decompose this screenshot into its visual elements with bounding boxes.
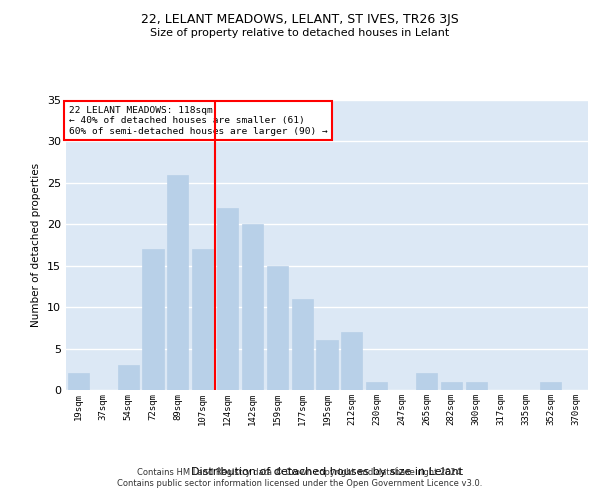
Bar	[416, 374, 437, 390]
Bar	[292, 299, 313, 390]
Bar	[68, 374, 89, 390]
Bar	[118, 365, 139, 390]
X-axis label: Distribution of detached houses by size in Lelant: Distribution of detached houses by size …	[191, 466, 463, 476]
Bar	[217, 208, 238, 390]
Y-axis label: Number of detached properties: Number of detached properties	[31, 163, 41, 327]
Bar	[242, 224, 263, 390]
Bar	[316, 340, 338, 390]
Bar	[142, 249, 164, 390]
Bar	[366, 382, 387, 390]
Bar	[167, 174, 188, 390]
Text: 22, LELANT MEADOWS, LELANT, ST IVES, TR26 3JS: 22, LELANT MEADOWS, LELANT, ST IVES, TR2…	[141, 12, 459, 26]
Bar	[540, 382, 561, 390]
Bar	[441, 382, 462, 390]
Text: Size of property relative to detached houses in Lelant: Size of property relative to detached ho…	[151, 28, 449, 38]
Bar	[192, 249, 213, 390]
Bar	[267, 266, 288, 390]
Text: 22 LELANT MEADOWS: 118sqm
← 40% of detached houses are smaller (61)
60% of semi-: 22 LELANT MEADOWS: 118sqm ← 40% of detac…	[68, 106, 328, 136]
Bar	[341, 332, 362, 390]
Text: Contains HM Land Registry data © Crown copyright and database right 2024.
Contai: Contains HM Land Registry data © Crown c…	[118, 468, 482, 487]
Bar	[466, 382, 487, 390]
